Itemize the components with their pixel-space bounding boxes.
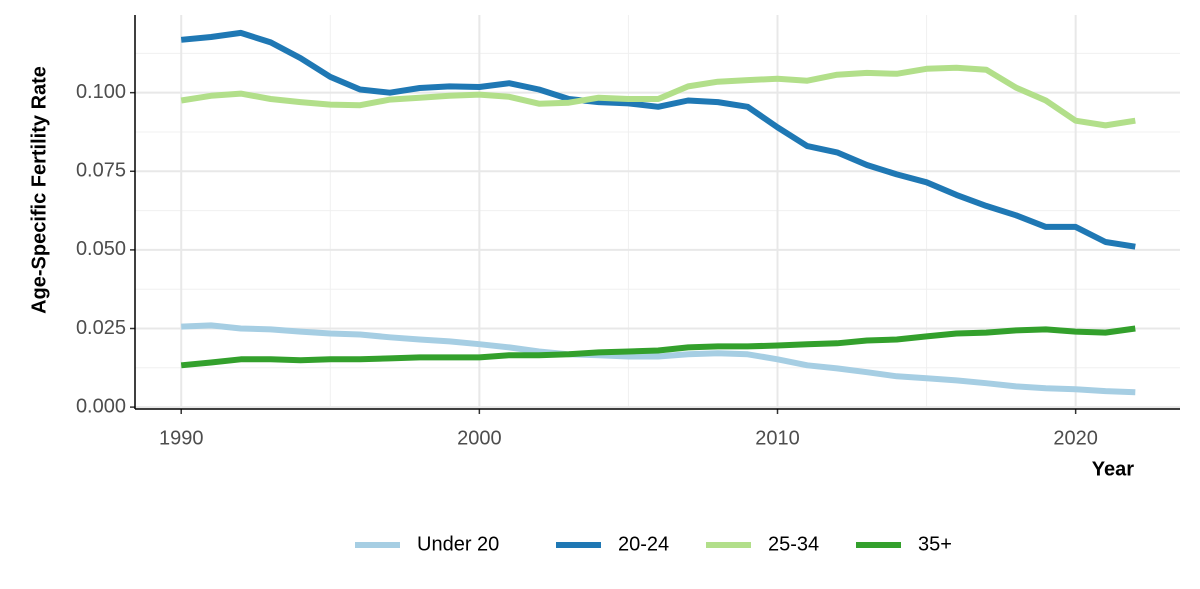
legend-label: 25-34 (768, 533, 819, 555)
x-tick-label: 1990 (159, 427, 204, 449)
x-tick-label: 2000 (457, 427, 502, 449)
series-line (180, 325, 1136, 369)
series-line (180, 29, 1136, 250)
y-axis-label: Age-Specific Fertility Rate (28, 66, 50, 314)
series-line (180, 64, 1136, 129)
legend-label: Under 20 (417, 533, 499, 555)
x-tick-label: 2020 (1053, 427, 1098, 449)
y-tick-label: 0.000 (76, 395, 126, 417)
legend-label: 35+ (918, 533, 952, 555)
legend-label: 20-24 (618, 533, 669, 555)
x-axis-label: Year (1092, 458, 1134, 480)
y-tick-label: 0.050 (76, 238, 126, 260)
y-tick-label: 0.075 (76, 160, 126, 182)
x-tick-label: 2010 (755, 427, 800, 449)
y-tick-label: 0.100 (76, 81, 126, 103)
series-line (181, 322, 1136, 396)
y-tick-label: 0.025 (76, 317, 126, 339)
